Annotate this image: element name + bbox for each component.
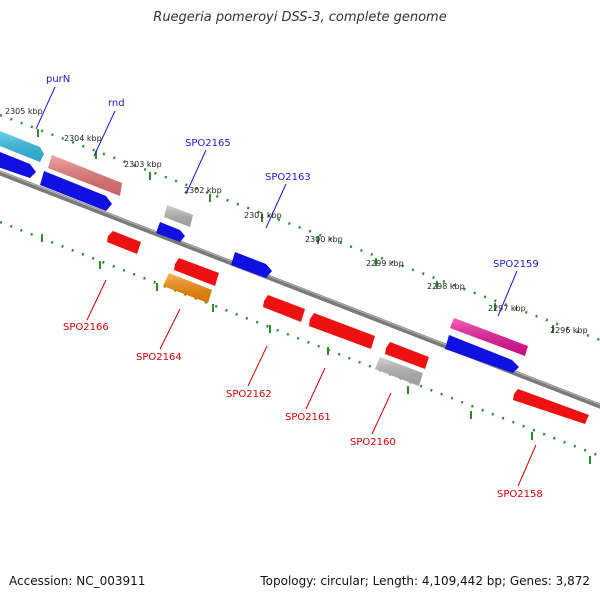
kbp-label: 2302 kbp [184,186,222,195]
feature-SPO2166-cds[interactable] [107,231,141,254]
leader-line-SPO2166 [86,279,107,321]
gene-label-SPO2164[interactable]: SPO2164 [136,352,182,363]
leader-line-SPO2158 [517,444,537,487]
gene-label-purN[interactable]: purN [46,74,70,85]
feature-SPO2164-cds[interactable] [174,258,219,286]
outer-tick-ring [0,113,600,342]
kbp-label: 2298 kbp [427,282,465,291]
feature-SPO2165-rna[interactable] [164,205,193,227]
kbp-label: 2301 kbp [244,211,282,220]
gene-label-SPO2166[interactable]: SPO2166 [63,322,109,333]
leader-line-SPO2164 [159,308,181,350]
leader-line-SPO2161 [305,367,326,410]
gene-label-SPO2158[interactable]: SPO2158 [497,489,543,500]
gene-label-SPO2159[interactable]: SPO2159 [493,259,539,270]
kbp-label: 2300 kbp [305,235,343,244]
leader-line-SPO2165 [185,149,207,195]
leader-line-SPO2159 [497,270,518,317]
leader-line-SPO2163 [265,183,287,229]
feature-rnd-rna[interactable] [48,155,122,196]
leader-line-rnd [93,110,116,157]
gene-label-rnd[interactable]: rnd [108,98,125,109]
leader-line-purN [35,86,56,130]
kbp-label: 2297 kbp [488,304,526,313]
feature-SPO2159-rna[interactable] [450,318,528,356]
gene-label-SPO2161[interactable]: SPO2161 [285,412,331,423]
feature-SPO2165-cds[interactable] [156,222,185,242]
feature-SPO2163-cds[interactable] [231,252,272,278]
map-title: Ruegeria pomeroyi DSS-3, complete genome [153,10,447,25]
feature-purN-rna[interactable] [0,129,44,162]
feature-SPO2160-rna[interactable] [375,357,423,386]
feature-SPO2164-rna[interactable] [163,273,212,303]
gene-label-SPO2160[interactable]: SPO2160 [350,437,396,448]
feature-SPO2160-cds[interactable] [385,342,429,369]
leader-line-SPO2162 [247,345,268,387]
gene-label-SPO2165[interactable]: SPO2165 [185,138,231,149]
feature-SPO2161-cds[interactable] [309,313,375,349]
genome-stats-text: Topology: circular; Length: 4,109,442 bp… [260,574,590,588]
kbp-label: 2305 kbp [5,107,43,116]
kbp-label: 2304 kbp [64,134,102,143]
gene-label-SPO2162[interactable]: SPO2162 [226,389,272,400]
gene-label-SPO2163[interactable]: SPO2163 [265,172,311,183]
feature-SPO2158-cds[interactable] [513,389,589,424]
kbp-label: 2296 kbp [550,326,588,335]
kbp-label: 2299 kbp [366,259,404,268]
feature-rnd-cds[interactable] [40,171,112,211]
accession-text: Accession: NC_003911 [9,574,146,588]
feature-SPO2162-cds[interactable] [263,295,305,322]
feature-SPO2159-cds[interactable] [445,335,519,373]
feature-purN-cds[interactable] [0,150,36,178]
leader-line-SPO2160 [371,392,392,435]
kbp-label: 2303 kbp [124,160,162,169]
